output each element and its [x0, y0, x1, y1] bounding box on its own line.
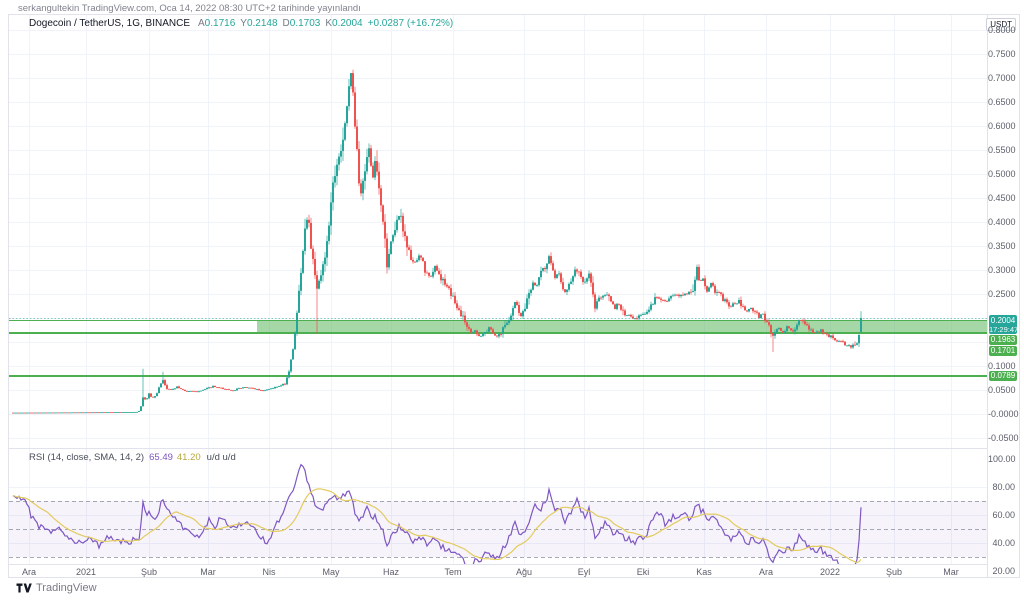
- price-axis-label-0.4000: 0.4000: [988, 217, 1016, 227]
- change-value: +0.0287 (+16.72%): [367, 18, 454, 29]
- time-axis-label-Eyl: Eyl: [577, 567, 591, 577]
- rsi-axis-label-60.00: 60.00: [992, 510, 1015, 520]
- time-axis-label-Mar: Mar: [200, 567, 216, 577]
- time-axis[interactable]: Ara 2021 Şub Mar Nis May Haz Tem Ağu Eyl Eki Kas Ara…: [9, 564, 987, 577]
- rsi-sma-value: 41.20: [176, 452, 201, 463]
- price-axis[interactable]: USDT 0.2004 17:29:47 0.1963 0.1701 0.078…: [986, 15, 1019, 577]
- price-axis-label-0.4500: 0.4500: [988, 193, 1016, 203]
- price-axis-label-0.0500: 0.0500: [988, 385, 1016, 395]
- zone-top-badge: 0.1963: [989, 335, 1017, 345]
- price-axis-label-0.7000: 0.7000: [988, 73, 1016, 83]
- time-axis-label-Kas: Kas: [696, 567, 712, 577]
- time-axis-label-Nis: Nis: [262, 567, 276, 577]
- time-axis-label-Tem: Tem: [444, 567, 462, 577]
- time-axis-label-Haz: Haz: [382, 567, 400, 577]
- bar-countdown: 17:29:47: [989, 325, 1017, 334]
- zone-bottom-badge: 0.1701: [989, 346, 1017, 356]
- price-axis-label-0.6000: 0.6000: [988, 121, 1016, 131]
- time-axis-label-Şub: Şub: [140, 567, 158, 577]
- price-axis-label-0.1000: 0.1000: [988, 361, 1016, 371]
- price-axis-label-0.5000: 0.5000: [988, 169, 1016, 179]
- ohlc-value-D: 0.1703: [289, 18, 321, 29]
- ohlc-values: A0.1716 Y0.2148 D0.1703 K0.2004 +0.0287 (+16…: [198, 18, 458, 29]
- tradingview-logo: [16, 583, 32, 593]
- time-axis-label-Şub: Şub: [885, 567, 903, 577]
- price-axis-label-0.3000: 0.3000: [988, 265, 1016, 275]
- time-axis-label-2021: 2021: [75, 567, 97, 577]
- publish-note: serkangultekin TradingView.com, Oca 14, …: [18, 3, 361, 14]
- support-level-badge: 0.0789: [989, 371, 1017, 381]
- price-axis-label-0.8000: 0.8000: [988, 25, 1016, 35]
- time-axis-label-Ağu: Ağu: [515, 567, 533, 577]
- time-axis-label-Mar: Mar: [943, 567, 959, 577]
- symbol-title[interactable]: Dogecoin / TetherUS, 1G, BINANCE: [29, 18, 190, 29]
- price-axis-label-0.7500: 0.7500: [988, 49, 1016, 59]
- time-axis-label-2022: 2022: [819, 567, 841, 577]
- price-axis-label-0.3500: 0.3500: [988, 241, 1016, 251]
- rsi-axis-label-80.00: 80.00: [992, 482, 1015, 492]
- rsi-axis-label-20.00: 20.00: [992, 566, 1015, 576]
- ohlc-value-A: 0.1716: [204, 18, 236, 29]
- price-axis-label--0.0500: -0.0500: [988, 433, 1019, 443]
- rsi-extra-inputs: u/d u/d: [206, 452, 236, 463]
- chart-canvas[interactable]: [9, 15, 987, 564]
- symbol-legend: Dogecoin / TetherUS, 1G, BINANCE A0.1716 Y…: [29, 18, 458, 29]
- footer: TradingView: [16, 582, 97, 594]
- brand-name[interactable]: TradingView: [36, 582, 97, 594]
- rsi-legend: RSI (14, close, SMA, 14, 2) 65.49 41.20 u/d…: [29, 452, 236, 463]
- last-price-value: 0.2004: [990, 316, 1016, 325]
- time-axis-label-Eki: Eki: [636, 567, 650, 577]
- price-axis-label-0.5500: 0.5500: [988, 145, 1016, 155]
- ohlc-value-K: 0.2004: [332, 18, 363, 29]
- ohlc-key-K: K: [325, 18, 333, 29]
- ohlc-key-A: A: [198, 18, 205, 29]
- chart-widget: Dogecoin / TetherUS, 1G, BINANCE A0.1716 Y…: [8, 14, 1020, 578]
- chart-plot-area: Dogecoin / TetherUS, 1G, BINANCE A0.1716 Y…: [9, 15, 987, 577]
- ohlc-key-Y: Y: [240, 18, 247, 29]
- time-axis-label-Ara: Ara: [21, 567, 37, 577]
- rsi-axis-label-40.00: 40.00: [992, 538, 1015, 548]
- last-price-badge: 0.2004 17:29:47: [989, 315, 1017, 334]
- rsi-axis-label-100.00: 100.00: [988, 454, 1016, 464]
- ohlc-value-Y: 0.2148: [246, 18, 278, 29]
- price-axis-label-0.6500: 0.6500: [988, 97, 1016, 107]
- time-axis-label-Ara: Ara: [758, 567, 774, 577]
- rsi-value: 65.49: [149, 452, 173, 463]
- time-axis-label-May: May: [322, 567, 340, 577]
- rsi-title[interactable]: RSI (14, close, SMA, 14, 2): [29, 452, 145, 463]
- ohlc-key-D: D: [282, 18, 290, 29]
- price-axis-label-0.2500: 0.2500: [988, 289, 1016, 299]
- price-axis-label--0.0000: -0.0000: [988, 409, 1019, 419]
- currency-unit-badge[interactable]: USDT: [986, 18, 1016, 31]
